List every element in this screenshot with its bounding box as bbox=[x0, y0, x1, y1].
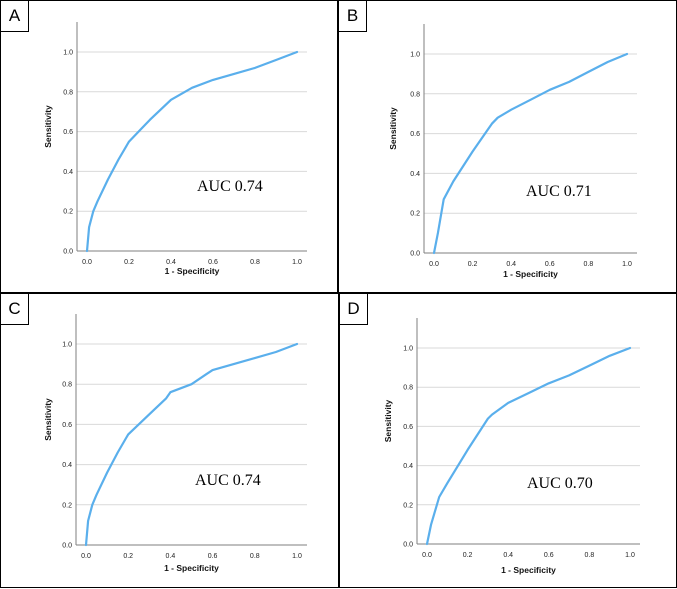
x-tick-label: 0.6 bbox=[545, 261, 555, 268]
y-tick-label: 0.0 bbox=[403, 542, 413, 549]
y-tick-label: 0.0 bbox=[62, 543, 72, 550]
auc-annotation: AUC 0.74 bbox=[197, 178, 263, 195]
x-tick-label: 0.4 bbox=[166, 553, 176, 560]
x-tick-label: 0.2 bbox=[124, 259, 134, 266]
y-axis-label: Sensitivity bbox=[43, 398, 53, 441]
y-tick-label: 0.2 bbox=[410, 211, 420, 218]
y-tick-label: 0.6 bbox=[62, 422, 72, 429]
y-tick-label: 0.8 bbox=[403, 385, 413, 392]
y-tick-label: 0.4 bbox=[403, 463, 413, 470]
y-tick-label: 0.6 bbox=[410, 131, 420, 138]
auc-annotation: AUC 0.71 bbox=[526, 183, 592, 200]
panel-d-label: D bbox=[340, 294, 368, 325]
panel-a: A 0.0 0.2 0.4 0.6 0.8 1.0 0.0 0.2 0.4 0.6 0.8 1.0 1 … bbox=[0, 0, 338, 293]
y-tick-label: 0.4 bbox=[63, 169, 73, 176]
roc-curve bbox=[84, 342, 299, 547]
x-tick-label: 0.8 bbox=[250, 259, 260, 266]
panel-b-label: B bbox=[339, 1, 367, 32]
y-tick-label: 1.0 bbox=[62, 342, 72, 349]
y-tick-label: 0.4 bbox=[410, 171, 420, 178]
y-tick-label: 1.0 bbox=[63, 50, 73, 57]
y-tick-label: 0.2 bbox=[403, 502, 413, 509]
roc-curve bbox=[432, 52, 629, 255]
panel-a-label: A bbox=[1, 1, 29, 32]
y-tick-label: 1.0 bbox=[410, 52, 420, 59]
panel-b: B 0.0 0.2 0.4 0.6 0.8 1.0 0.0 0.2 0.4 0.6 0.8 1.0 1 … bbox=[338, 0, 677, 293]
panel-c-label: C bbox=[1, 294, 29, 325]
x-tick-label: 0.8 bbox=[584, 261, 594, 268]
x-tick-label: 0.4 bbox=[506, 261, 516, 268]
roc-chart-a: 0.0 0.2 0.4 0.6 0.8 1.0 0.0 0.2 0.4 0.6 0.8 1.0 1 - … bbox=[43, 22, 307, 276]
y-tick-label: 0.8 bbox=[410, 91, 420, 98]
y-tick-label: 0.6 bbox=[403, 424, 413, 431]
y-tick-label: 0.8 bbox=[63, 89, 73, 96]
x-axis-label: 1 - Specificity bbox=[164, 563, 219, 573]
roc-chart-b: 0.0 0.2 0.4 0.6 0.8 1.0 0.0 0.2 0.4 0.6 0.8 1.0 1 - … bbox=[388, 24, 637, 279]
x-axis-label: 1 - Specificity bbox=[503, 269, 558, 279]
y-tick-label: 0.8 bbox=[62, 382, 72, 389]
auc-annotation: AUC 0.74 bbox=[195, 472, 261, 489]
panel-d: D 0.0 0.2 0.4 0.6 0.8 1.0 0.0 0.2 0.4 0.6 0.8 1.0 1 … bbox=[339, 293, 677, 588]
panel-c: C 0.0 0.2 0.4 0.6 0.8 1.0 0.0 0.2 0.4 0.6 0.8 1.0 1 … bbox=[0, 293, 339, 588]
x-tick-label: 1.0 bbox=[292, 259, 302, 266]
x-axis-label: 1 - Specificity bbox=[165, 266, 220, 276]
x-tick-label: 0.0 bbox=[422, 552, 432, 559]
x-tick-label: 1.0 bbox=[292, 553, 302, 560]
y-tick-label: 0.0 bbox=[63, 249, 73, 256]
y-tick-label: 0.2 bbox=[63, 209, 73, 216]
x-tick-label: 0.6 bbox=[208, 553, 218, 560]
auc-annotation: AUC 0.70 bbox=[527, 475, 593, 492]
x-tick-label: 0.4 bbox=[503, 552, 513, 559]
x-tick-label: 0.2 bbox=[463, 552, 473, 559]
x-tick-label: 1.0 bbox=[622, 261, 632, 268]
x-tick-label: 0.2 bbox=[123, 553, 133, 560]
y-tick-label: 0.6 bbox=[63, 129, 73, 136]
y-axis-label: Sensitivity bbox=[43, 105, 53, 148]
x-tick-label: 0.2 bbox=[468, 261, 478, 268]
x-tick-label: 1.0 bbox=[625, 552, 635, 559]
y-tick-label: 0.2 bbox=[62, 502, 72, 509]
y-tick-label: 0.4 bbox=[62, 462, 72, 469]
roc-chart-d: 0.0 0.2 0.4 0.6 0.8 1.0 0.0 0.2 0.4 0.6 0.8 1.0 1 - … bbox=[383, 318, 640, 575]
x-tick-label: 0.8 bbox=[585, 552, 595, 559]
x-tick-label: 0.8 bbox=[250, 553, 260, 560]
x-tick-label: 0.6 bbox=[544, 552, 554, 559]
x-tick-label: 0.4 bbox=[166, 259, 176, 266]
roc-curve bbox=[85, 50, 299, 253]
x-tick-label: 0.0 bbox=[82, 259, 92, 266]
x-tick-label: 0.0 bbox=[81, 553, 91, 560]
roc-chart-c: 0.0 0.2 0.4 0.6 0.8 1.0 0.0 0.2 0.4 0.6 0.8 1.0 1 - … bbox=[43, 314, 307, 573]
x-axis-label: 1 - Specificity bbox=[501, 565, 556, 575]
y-axis-label: Sensitivity bbox=[388, 107, 398, 150]
y-axis-label: Sensitivity bbox=[383, 399, 393, 442]
x-tick-label: 0.6 bbox=[208, 259, 218, 266]
y-tick-label: 1.0 bbox=[403, 346, 413, 353]
roc-curve bbox=[425, 346, 632, 546]
y-tick-label: 0.0 bbox=[410, 251, 420, 258]
x-tick-label: 0.0 bbox=[429, 261, 439, 268]
